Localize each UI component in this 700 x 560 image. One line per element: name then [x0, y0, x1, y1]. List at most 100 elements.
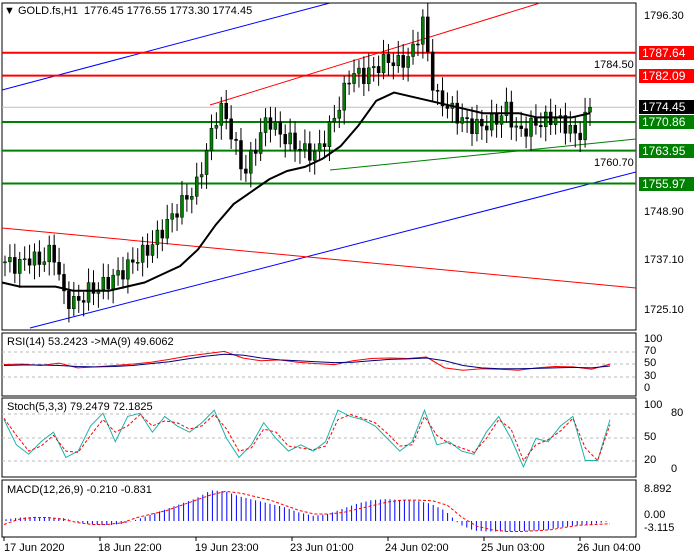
candle-body — [578, 132, 582, 141]
candle-body — [150, 244, 155, 256]
candle-body — [322, 143, 327, 147]
candle-body — [86, 282, 91, 303]
candle-body — [485, 125, 489, 131]
candle-body — [352, 73, 356, 84]
candle — [76, 284, 81, 313]
candle-body — [8, 257, 12, 263]
candle — [91, 270, 96, 306]
candle — [22, 246, 27, 271]
candle-body — [91, 282, 96, 294]
stoch-scale-50: 50 — [644, 431, 657, 443]
candle-body — [224, 102, 228, 120]
level-price-tag: 1782.09 — [639, 68, 694, 83]
candle — [362, 56, 366, 96]
candle-body — [106, 276, 110, 290]
candle — [317, 129, 322, 161]
candle — [249, 141, 253, 188]
candle-body — [199, 174, 204, 178]
price-scale-label: 1784.50 — [594, 58, 634, 71]
macd-scale-min: -3.115 — [644, 522, 675, 534]
candle-body — [42, 261, 47, 265]
candle — [485, 115, 489, 143]
stoch-scale-20: 20 — [644, 454, 657, 466]
candle — [140, 236, 145, 277]
time-label: 17 Jun 2020 — [4, 542, 65, 554]
candle — [258, 118, 263, 161]
candle-body — [494, 113, 499, 125]
candle-body — [332, 117, 337, 123]
candle-body — [27, 258, 32, 266]
candle-body — [504, 101, 509, 116]
candle-body — [347, 82, 351, 85]
candle — [62, 263, 66, 305]
candle-body — [421, 16, 425, 45]
candle-body — [445, 105, 450, 109]
candle — [175, 203, 179, 231]
candle-body — [52, 244, 56, 263]
candle-body — [253, 150, 258, 154]
time-label: 23 Jun 01:00 — [290, 542, 354, 554]
trendline-red-channel[interactable] — [209, 2, 541, 106]
candle-body — [317, 143, 322, 152]
candle-body — [234, 138, 238, 141]
candle — [465, 109, 469, 133]
candle — [145, 233, 150, 268]
level-price-tag: 1787.64 — [639, 45, 694, 60]
candle-body — [411, 43, 415, 57]
candle — [190, 187, 194, 214]
candle-body — [37, 251, 42, 265]
candle-body — [362, 67, 366, 84]
candle — [406, 47, 410, 82]
candle-body — [229, 118, 233, 140]
candle-body — [209, 127, 214, 151]
time-label: 18 Jun 22:00 — [98, 542, 162, 554]
candle — [303, 129, 307, 159]
candle — [391, 52, 396, 80]
trendline-blue-lower[interactable] — [29, 171, 637, 329]
candle-body — [544, 111, 548, 128]
candle — [160, 219, 165, 252]
rsi-scale-70: 70 — [644, 345, 657, 357]
candle — [155, 220, 160, 259]
candle — [367, 53, 371, 92]
rsi-scale-30: 30 — [644, 370, 657, 382]
candle — [244, 154, 248, 182]
ohlc-values: 1776.45 1776.55 1773.30 1774.45 — [83, 5, 253, 17]
candle — [57, 247, 61, 281]
price-scale-label: 1725.10 — [644, 303, 684, 316]
candle-body — [396, 55, 401, 67]
dropdown-triangle-icon[interactable]: ▼ — [4, 5, 15, 17]
candle — [578, 121, 582, 152]
candle — [396, 40, 401, 73]
candle-body — [283, 134, 287, 145]
trendline-red-descending[interactable] — [1, 227, 637, 289]
macd-scale-max: 8.892 — [644, 483, 672, 495]
candle-body — [342, 82, 346, 111]
candle — [426, 3, 430, 62]
candle-body — [258, 132, 263, 154]
candle-body — [499, 115, 504, 125]
candle-body — [135, 262, 140, 264]
macd-signal-line — [3, 490, 611, 532]
macd-scale-zero: 0.00 — [644, 509, 666, 521]
candle — [293, 121, 297, 162]
candle — [312, 143, 317, 175]
candle-body — [76, 296, 81, 301]
candle-body — [293, 132, 297, 150]
candle — [553, 104, 558, 135]
candle-body — [180, 195, 184, 218]
candle-body — [194, 176, 199, 197]
candle-body — [288, 132, 292, 145]
candle — [72, 281, 76, 317]
candle — [194, 162, 199, 205]
candle-body — [170, 213, 174, 220]
candle-body — [17, 259, 22, 274]
candle — [288, 118, 292, 152]
candle-body — [524, 128, 528, 137]
candle-body — [165, 219, 169, 239]
time-label: 24 Jun 02:00 — [385, 542, 449, 554]
candle — [583, 97, 587, 148]
candle-body — [367, 67, 371, 84]
level-price-tag: 1755.97 — [639, 176, 694, 191]
